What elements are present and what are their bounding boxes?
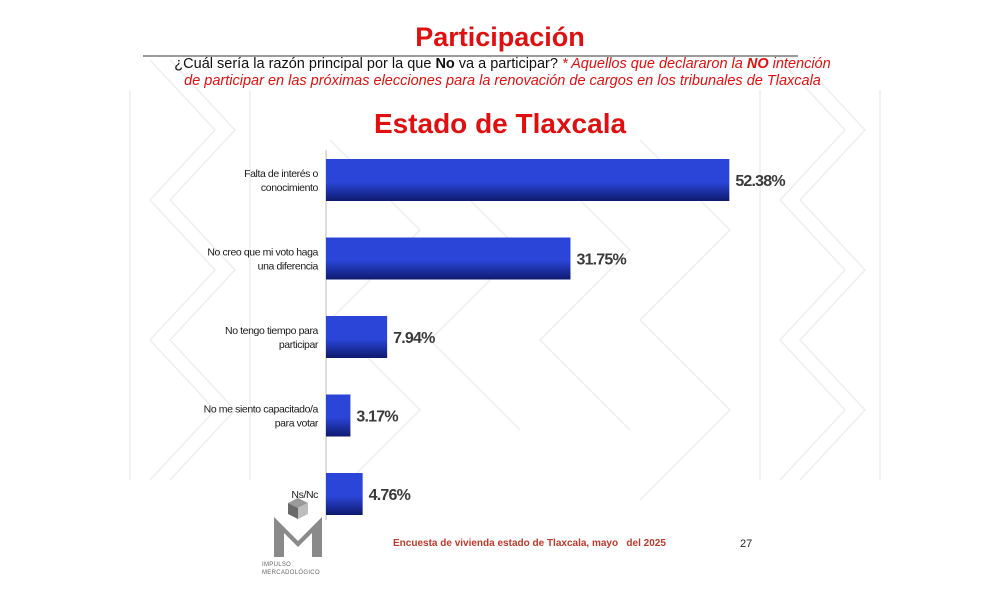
question-text-bold: No — [435, 56, 455, 72]
bar-0 — [326, 159, 730, 201]
bar-1 — [326, 237, 571, 280]
logo-text: IMPULSO MERCADOLÓGICO — [262, 561, 334, 577]
category-label-2: No tengo tiempo para participar — [225, 325, 319, 351]
bar-2 — [326, 316, 388, 358]
page-title: Participación — [415, 22, 585, 52]
survey-source: Encuesta de vivienda estado de Tlaxcala,… — [393, 538, 666, 549]
category-label-4: Ns/Nc — [291, 489, 318, 501]
value-label-4: 4.76% — [369, 487, 411, 504]
logo-mark-icon — [274, 498, 322, 557]
bar-4 — [326, 473, 363, 515]
bar-3 — [326, 394, 351, 437]
question-text-start: ¿Cuál sería la razón principal por la qu… — [174, 56, 436, 72]
note-text-bold: NO — [746, 56, 769, 72]
note-text-start: * Aquellos que declararon la — [561, 56, 747, 72]
logo-line-1: IMPULSO — [262, 562, 292, 568]
title-divider — [143, 55, 798, 57]
note-text-end: intención de participar en las próximas … — [184, 56, 831, 89]
question-note: * Aquellos que declararon la NO intenció… — [184, 56, 831, 89]
page-number: 27 — [740, 538, 753, 550]
company-logo: IMPULSO MERCADOLÓGICO — [262, 497, 334, 583]
value-label-3: 3.17% — [356, 409, 398, 426]
category-label-0: Falta de interés o conocimiento — [244, 168, 318, 194]
survey-question: ¿Cuál sería la razón principal por la qu… — [165, 56, 840, 90]
category-label-3: No me siento capacitado/a para votar — [204, 404, 319, 430]
value-label-1: 31.75% — [576, 252, 626, 269]
value-label-2: 7.94% — [393, 330, 435, 347]
logo-line-2: MERCADOLÓGICO — [262, 570, 320, 576]
chart-subtitle: Estado de Tlaxcala — [373, 108, 627, 139]
question-text-end: va a participar? — [454, 56, 562, 72]
category-label-1: No creo que mi voto haga una diferencia — [207, 247, 318, 273]
value-label-0: 52.38% — [735, 173, 785, 190]
